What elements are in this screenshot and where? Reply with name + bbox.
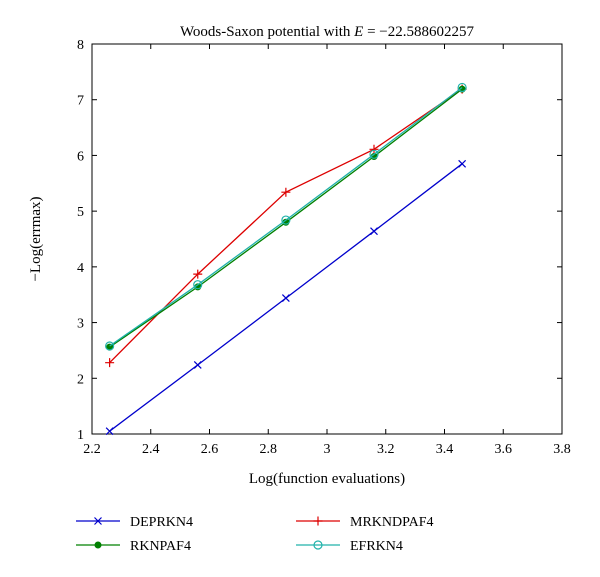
legend-item-efrkn4: EFRKN4 xyxy=(296,539,403,554)
circle-marker xyxy=(313,540,323,550)
x-tick-label: 3.8 xyxy=(553,442,571,457)
plus-marker xyxy=(193,269,203,279)
y-tick-label: 6 xyxy=(77,149,84,164)
legend-item-mrkndpaf4: MRKNDPAF4 xyxy=(296,515,434,530)
y-axis-label: −Log(errmax) xyxy=(28,196,44,281)
circle-marker xyxy=(105,341,115,351)
y-tick-label: 7 xyxy=(77,94,84,109)
y-tick-label: 8 xyxy=(77,38,84,53)
x-marker xyxy=(281,294,290,302)
x-marker xyxy=(94,517,102,525)
dot-marker xyxy=(94,541,102,549)
series-line xyxy=(109,86,463,347)
x-marker xyxy=(193,360,202,369)
x-tick-label: 2.8 xyxy=(260,442,278,457)
x-marker xyxy=(105,427,114,436)
plus-marker xyxy=(105,358,115,368)
y-tick-label: 3 xyxy=(77,317,84,332)
x-axis-label: Log(function evaluations) xyxy=(249,471,405,487)
legend-item-deprkn4: DEPRKN4 xyxy=(76,515,193,530)
series-deprkn4 xyxy=(105,159,467,436)
plus-marker xyxy=(369,144,379,154)
y-tick-label: 2 xyxy=(77,372,84,387)
circle-marker xyxy=(457,82,467,93)
x-tick-label: 3.4 xyxy=(436,442,454,457)
x-tick-label: 2.6 xyxy=(201,442,219,457)
x-tick-label: 2.4 xyxy=(142,442,160,457)
x-tick-label: 2.2 xyxy=(83,442,101,457)
x-tick-label: 3.6 xyxy=(495,442,513,457)
circle-marker xyxy=(193,280,203,290)
legend-label: RKNPAF4 xyxy=(130,539,191,554)
legend: DEPRKN4 MRKNDPAF4 RKNPAF4 EFRKN4 xyxy=(76,515,434,554)
x-tick-label: 3.2 xyxy=(377,442,395,457)
x-marker xyxy=(458,159,467,168)
plus-marker xyxy=(281,187,291,197)
series-layer xyxy=(105,82,467,436)
legend-label: DEPRKN4 xyxy=(130,515,193,530)
plot-frame xyxy=(91,43,563,435)
y-tick-label: 4 xyxy=(77,261,84,276)
circle-marker xyxy=(281,215,291,225)
circle-marker xyxy=(369,149,379,159)
legend-label: MRKNDPAF4 xyxy=(350,515,434,530)
axis-ticks: 2.2 2.4 2.6 2.8 3 3.2 3.4 3.6 3.8 1 2 3 4 5 6 7 8 xyxy=(77,38,571,457)
legend-item-rknpaf4: RKNPAF4 xyxy=(76,539,191,554)
plus-marker xyxy=(313,516,323,526)
x-marker xyxy=(370,227,378,236)
y-tick-label: 1 xyxy=(77,428,84,443)
series-efrkn4 xyxy=(105,82,467,351)
chart-title: Woods-Saxon potential with E = −22.58860… xyxy=(180,24,475,40)
x-tick-label: 3 xyxy=(324,442,331,457)
legend-label: EFRKN4 xyxy=(350,539,403,554)
y-tick-label: 5 xyxy=(77,205,84,220)
